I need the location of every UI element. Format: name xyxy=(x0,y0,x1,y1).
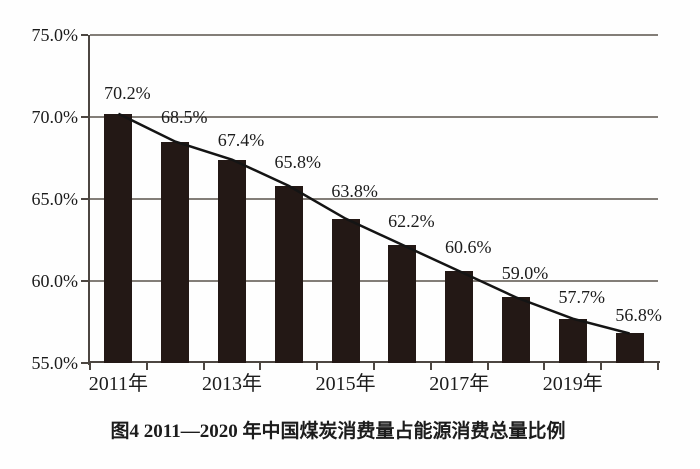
gridline xyxy=(90,198,658,200)
data-label-2013年: 67.4% xyxy=(217,129,265,150)
data-label-2012年: 68.5% xyxy=(160,106,208,127)
y-axis-tick xyxy=(81,34,88,36)
x-axis-tick xyxy=(373,363,375,370)
data-label-2016年: 62.2% xyxy=(388,210,435,231)
data-label-2020年: 56.8% xyxy=(615,305,662,326)
x-axis-line xyxy=(88,361,660,363)
y-axis-tick xyxy=(81,280,88,282)
bar-2015年 xyxy=(331,218,360,363)
x-axis-label: 2011年 xyxy=(88,373,149,395)
bar-2011年 xyxy=(104,113,133,363)
data-label-2019年: 57.7% xyxy=(558,287,606,308)
y-axis-label: 75.0% xyxy=(31,25,79,45)
x-axis-tick xyxy=(486,363,489,370)
x-axis-tick xyxy=(316,363,319,370)
x-axis-tick xyxy=(543,363,546,370)
x-axis-label: 2019年 xyxy=(542,373,603,395)
data-label-2017年: 60.6% xyxy=(444,237,492,258)
bar-2020年 xyxy=(615,333,644,363)
data-label-2014年: 65.8% xyxy=(274,151,322,172)
x-axis-label: 2015年 xyxy=(315,373,376,395)
bar-2019年 xyxy=(558,318,587,363)
bar-2017年 xyxy=(445,271,474,363)
bar-2018年 xyxy=(502,297,530,363)
x-axis-tick xyxy=(145,363,148,370)
y-axis-label: 65.0% xyxy=(31,189,79,209)
x-axis-tick xyxy=(202,363,205,370)
bar-2016年 xyxy=(388,244,417,363)
figure-caption: 图4 2011—2020 年中国煤炭消费量占能源消费总量比例 xyxy=(110,421,566,442)
bar-2012年 xyxy=(161,141,190,363)
bar-2013年 xyxy=(218,159,246,363)
gridline xyxy=(90,280,658,282)
data-label-2015年: 63.8% xyxy=(331,181,378,202)
data-label-2018年: 59.0% xyxy=(501,263,549,284)
x-axis-label: 2017年 xyxy=(429,373,490,395)
data-label-2011年: 70.2% xyxy=(104,82,151,103)
x-axis-tick xyxy=(657,363,659,370)
y-axis-tick xyxy=(81,198,88,200)
y-axis-label: 55.0% xyxy=(31,353,79,373)
y-axis-line xyxy=(88,35,90,365)
x-axis-tick xyxy=(259,363,262,370)
y-axis-label: 60.0% xyxy=(31,271,79,291)
x-axis-tick xyxy=(429,363,432,370)
gridline xyxy=(90,34,658,36)
y-axis-label: 70.0% xyxy=(31,107,79,127)
trend-polyline xyxy=(117,112,630,335)
x-axis-tick xyxy=(89,363,91,370)
y-axis-tick xyxy=(81,362,88,364)
gridline xyxy=(90,116,658,118)
x-axis-label: 2013年 xyxy=(202,373,262,395)
bar-2014年 xyxy=(274,185,303,363)
trend-line xyxy=(117,112,630,335)
y-axis-tick xyxy=(81,116,88,118)
x-axis-tick xyxy=(600,363,603,370)
